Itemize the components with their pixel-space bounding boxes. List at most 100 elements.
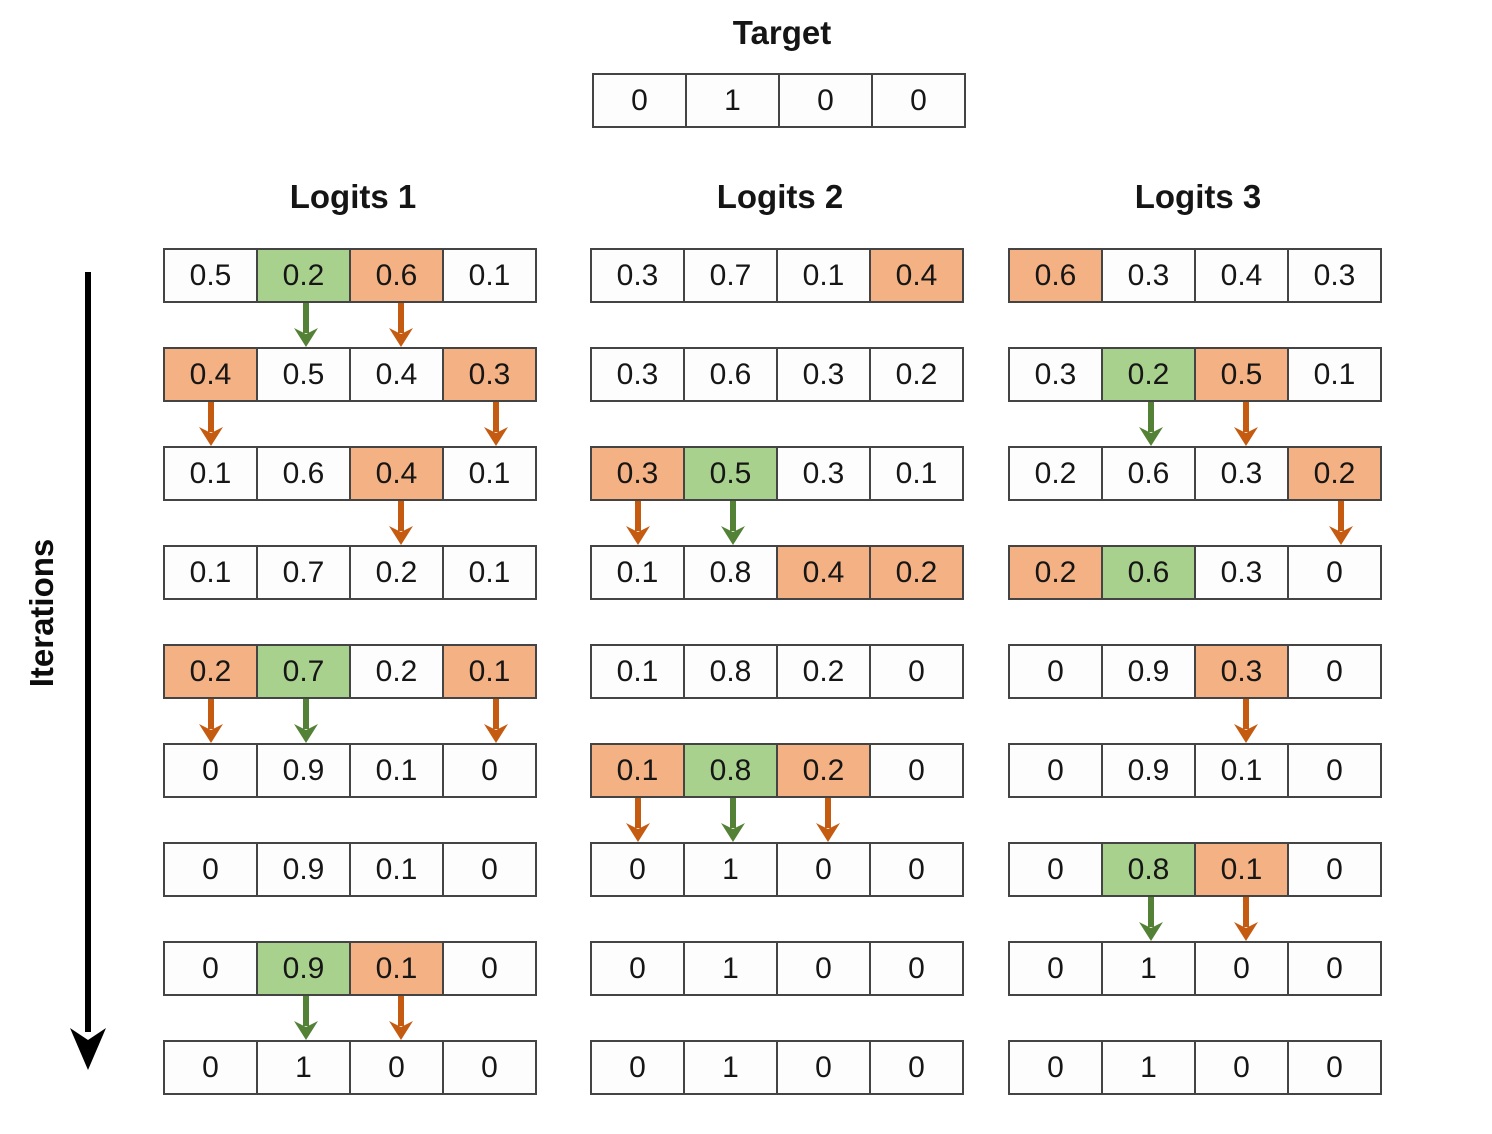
value-cell: 0 bbox=[590, 941, 685, 996]
value-cell: 0 bbox=[776, 1040, 871, 1095]
value-cell-orange: 0.3 bbox=[442, 347, 537, 402]
value-cell: 0.8 bbox=[683, 545, 778, 600]
value-cell: 0 bbox=[163, 743, 258, 798]
value-cell: 1 bbox=[1101, 1040, 1196, 1095]
value-cell: 0.3 bbox=[590, 248, 685, 303]
value-cell: 0 bbox=[869, 842, 964, 897]
value-cell: 0 bbox=[590, 842, 685, 897]
value-cell-orange: 0.4 bbox=[163, 347, 258, 402]
value-cell: 0 bbox=[778, 73, 873, 128]
value-cell: 0 bbox=[1008, 743, 1103, 798]
value-cell: 0 bbox=[1287, 644, 1382, 699]
value-cell-green: 0.2 bbox=[1101, 347, 1196, 402]
value-cell: 0 bbox=[1008, 842, 1103, 897]
value-cell: 0.1 bbox=[442, 545, 537, 600]
update-arrow-icon bbox=[386, 501, 416, 545]
update-arrow-icon bbox=[813, 798, 843, 842]
value-cell-orange: 0.4 bbox=[776, 545, 871, 600]
value-cell: 0 bbox=[1287, 842, 1382, 897]
value-cell: 0.1 bbox=[590, 644, 685, 699]
value-cell: 0.6 bbox=[256, 446, 351, 501]
value-cell: 0 bbox=[1287, 743, 1382, 798]
value-cell: 0.7 bbox=[683, 248, 778, 303]
value-cell-orange: 0.1 bbox=[590, 743, 685, 798]
update-arrow-icon bbox=[481, 402, 511, 446]
value-cell-orange: 0.1 bbox=[349, 941, 444, 996]
update-arrow-icon bbox=[718, 798, 748, 842]
value-cell: 1 bbox=[1101, 941, 1196, 996]
target-title: Target bbox=[732, 14, 832, 51]
value-cell: 0.1 bbox=[869, 446, 964, 501]
update-arrow-icon bbox=[196, 402, 226, 446]
value-cell-green: 0.5 bbox=[683, 446, 778, 501]
value-cell: 0.6 bbox=[683, 347, 778, 402]
logits-row: 0.1 0.8 0.4 0.2 bbox=[590, 545, 964, 600]
logits-row: 0 0.9 0.1 0 bbox=[163, 842, 537, 897]
value-cell: 1 bbox=[256, 1040, 351, 1095]
value-cell-orange: 0.2 bbox=[869, 545, 964, 600]
value-cell: 0.4 bbox=[1194, 248, 1289, 303]
value-cell: 0 bbox=[869, 1040, 964, 1095]
value-cell: 1 bbox=[683, 1040, 778, 1095]
update-arrow-icon bbox=[1326, 501, 1356, 545]
update-arrow-icon bbox=[1231, 897, 1261, 941]
logits-row: 0.3 0.7 0.1 0.4 bbox=[590, 248, 964, 303]
value-cell: 0 bbox=[1287, 941, 1382, 996]
value-cell-orange: 0.1 bbox=[1194, 842, 1289, 897]
value-cell-orange: 0.4 bbox=[869, 248, 964, 303]
update-arrow-icon bbox=[718, 501, 748, 545]
value-cell: 0.9 bbox=[256, 842, 351, 897]
column-title: Logits 3 bbox=[1134, 178, 1262, 215]
value-cell: 0 bbox=[869, 743, 964, 798]
update-arrow-icon bbox=[386, 303, 416, 347]
value-cell: 0.2 bbox=[349, 644, 444, 699]
value-cell: 0.2 bbox=[776, 644, 871, 699]
value-cell: 0.4 bbox=[349, 347, 444, 402]
update-arrow-icon bbox=[291, 303, 321, 347]
value-cell: 0 bbox=[776, 842, 871, 897]
logits-row: 0.1 0.6 0.4 0.1 bbox=[163, 446, 537, 501]
value-cell-orange: 0.2 bbox=[1287, 446, 1382, 501]
value-cell: 0.9 bbox=[256, 743, 351, 798]
value-cell: 0.3 bbox=[1101, 248, 1196, 303]
value-cell-orange: 0.6 bbox=[1008, 248, 1103, 303]
value-cell: 0.1 bbox=[442, 248, 537, 303]
logits-row: 0.4 0.5 0.4 0.3 bbox=[163, 347, 537, 402]
value-cell-green: 0.8 bbox=[1101, 842, 1196, 897]
update-arrow-icon bbox=[1231, 402, 1261, 446]
value-cell: 0.1 bbox=[590, 545, 685, 600]
value-cell: 0.3 bbox=[776, 446, 871, 501]
value-cell: 0.6 bbox=[1101, 446, 1196, 501]
value-cell: 0 bbox=[163, 842, 258, 897]
update-arrow-icon bbox=[1231, 699, 1261, 743]
value-cell: 1 bbox=[685, 73, 780, 128]
value-cell: 0 bbox=[1194, 1040, 1289, 1095]
value-cell-orange: 0.5 bbox=[1194, 347, 1289, 402]
update-arrow-icon bbox=[291, 699, 321, 743]
logits-row: 0 0.9 0.1 0 bbox=[163, 941, 537, 996]
value-cell: 0.1 bbox=[349, 743, 444, 798]
value-cell: 0 bbox=[776, 941, 871, 996]
column-title: Logits 2 bbox=[716, 178, 844, 215]
value-cell-orange: 0.1 bbox=[442, 644, 537, 699]
value-cell-green: 0.9 bbox=[256, 941, 351, 996]
logits-row: 0 0.8 0.1 0 bbox=[1008, 842, 1382, 897]
value-cell: 0 bbox=[442, 743, 537, 798]
logits-row: 0.2 0.7 0.2 0.1 bbox=[163, 644, 537, 699]
value-cell: 0.8 bbox=[683, 644, 778, 699]
logits-row: 0.3 0.2 0.5 0.1 bbox=[1008, 347, 1382, 402]
value-cell: 0.3 bbox=[1008, 347, 1103, 402]
value-cell: 0 bbox=[1287, 545, 1382, 600]
value-cell-green: 0.2 bbox=[256, 248, 351, 303]
value-cell: 0.9 bbox=[1101, 743, 1196, 798]
value-cell-green: 0.7 bbox=[256, 644, 351, 699]
value-cell-orange: 0.3 bbox=[590, 446, 685, 501]
value-cell: 1 bbox=[683, 842, 778, 897]
